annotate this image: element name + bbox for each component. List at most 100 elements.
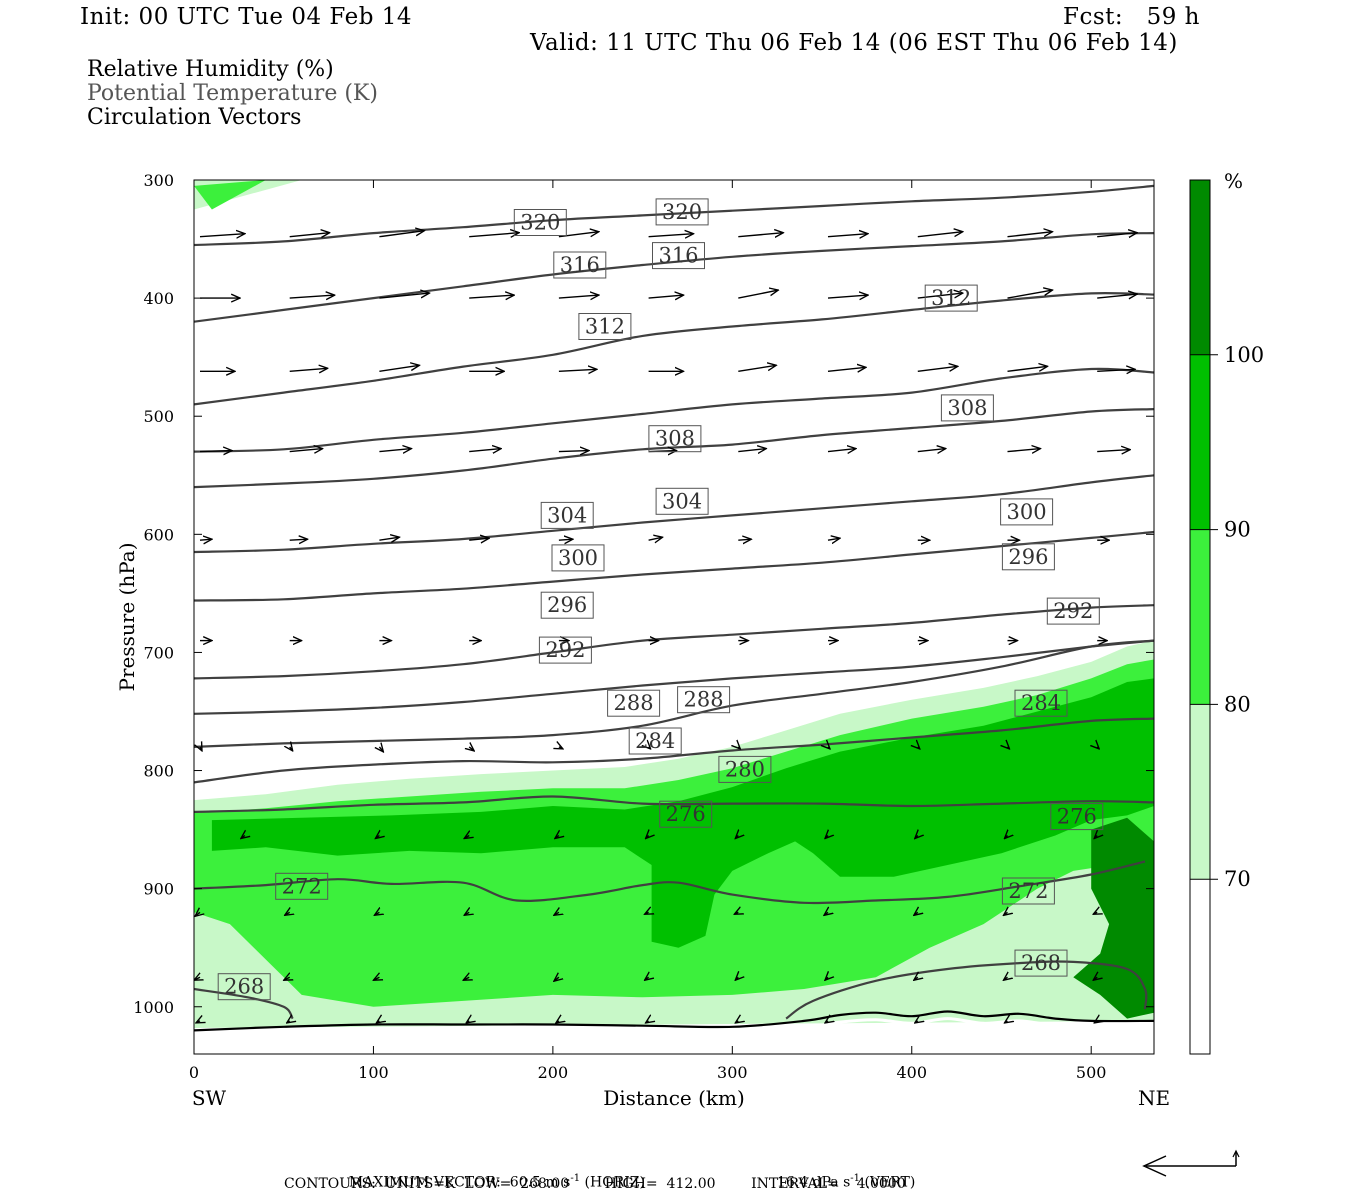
theta-label: 284	[1014, 689, 1068, 717]
theta-label-text: 284	[1021, 691, 1061, 715]
max-vert-line: 16.4 dPa s-1 (VERT)	[768, 1157, 915, 1191]
colorbar-unit: %	[1224, 169, 1243, 193]
circulation-vector	[199, 451, 232, 452]
circulation-vector	[1094, 1021, 1097, 1023]
circulation-vector	[241, 836, 245, 839]
circulation-vector	[469, 449, 501, 452]
legend-theta: Potential Temperature (K)	[87, 81, 378, 106]
valid-time: Valid: 11 UTC Thu 06 Feb 14 (06 EST Thu …	[530, 30, 1178, 56]
theta-label-box	[275, 872, 329, 900]
circulation-vector	[648, 295, 684, 298]
theta-label-text: 272	[1008, 879, 1048, 903]
theta-label-text: 320	[662, 200, 702, 224]
colorbar-label: 100	[1224, 343, 1264, 367]
max-vert-exp: -1	[850, 1173, 861, 1184]
theta-label-text: 316	[658, 244, 698, 268]
theta-label-text: 288	[684, 688, 724, 712]
horiz-tag: (HORIZ)	[584, 1174, 645, 1191]
y-tick-label: 300	[143, 171, 174, 190]
theta-label-text: 300	[558, 546, 598, 570]
circulation-vector	[1178, 540, 1186, 542]
circulation-vector	[825, 977, 828, 980]
axes: 300 400 500 600 700 800 900 1000 0 100 200 300 400 50…	[133, 171, 1154, 1082]
circulation-vector	[554, 912, 559, 915]
circulation-vector	[463, 977, 469, 980]
circulation-vector	[199, 234, 245, 237]
theta-label: 300	[551, 544, 605, 572]
legend-vectors: Circulation Vectors	[87, 105, 302, 130]
theta-label: 288	[677, 686, 731, 714]
circulation-vector	[825, 836, 828, 839]
theta-label-box	[655, 198, 709, 226]
colorbar-label: 90	[1224, 518, 1251, 542]
circulation-vector	[379, 293, 429, 299]
theta-contour-292	[194, 604, 1154, 680]
theta-label-box	[538, 636, 592, 664]
circulation-vector	[1093, 977, 1097, 980]
circulation-vector	[917, 232, 963, 238]
circulation-vector	[1007, 232, 1053, 238]
x-tick-label: 0	[189, 1063, 199, 1082]
circulation-vector	[290, 747, 293, 751]
theta-label-text: 276	[1057, 805, 1097, 829]
theta-label-text: 284	[635, 729, 675, 753]
theta-label-box	[1014, 949, 1068, 977]
circulation-vector	[559, 747, 563, 749]
x-tick-label: 300	[717, 1063, 748, 1082]
circulation-vector	[379, 537, 399, 540]
circulation-vector	[645, 912, 649, 914]
circulation-vector	[289, 368, 328, 371]
theta-label-box	[648, 425, 702, 453]
circulation-vector	[1007, 366, 1048, 372]
theta-label: 280	[718, 755, 772, 783]
vert-tag: (VERT)	[864, 1174, 916, 1191]
colorbar-segment	[1190, 180, 1210, 355]
circulation-vector	[734, 912, 738, 914]
theta-label-text: 320	[520, 211, 560, 235]
theta-label: 320	[513, 209, 567, 236]
max-horiz-exp: -1	[570, 1173, 581, 1184]
theta-label-box	[217, 973, 271, 1001]
circulation-vector	[558, 539, 573, 540]
theta-label-text: 296	[547, 593, 587, 617]
theta-label: 300	[1000, 498, 1054, 526]
theta-label: 288	[607, 689, 661, 717]
colorbar-segment	[1190, 529, 1210, 705]
theta-label-text: 308	[655, 427, 695, 451]
circulation-vector	[289, 295, 335, 298]
theta-contour-304	[194, 408, 1154, 489]
theta-label-text: 292	[1053, 599, 1093, 623]
circulation-vector	[287, 1021, 290, 1023]
circulation-vector	[373, 977, 379, 980]
x-axis-title: Distance (km)	[603, 1086, 745, 1110]
theta-label-text: 304	[662, 489, 702, 513]
circulation-vector	[379, 449, 411, 452]
circulation-vector	[738, 747, 740, 749]
circulation-vector	[918, 747, 920, 749]
theta-label-box	[659, 800, 713, 828]
circulation-vector	[1097, 369, 1135, 371]
y-tick-label: 700	[143, 643, 174, 662]
theta-contour-320	[194, 184, 1154, 247]
x-tick-label: 100	[358, 1063, 389, 1082]
theta-label: 268	[1014, 949, 1068, 977]
circulation-vector	[648, 234, 694, 237]
circulation-vector	[285, 912, 290, 915]
circulation-vector	[1007, 449, 1041, 452]
circulation-vector	[289, 449, 323, 452]
theta-label: 308	[648, 425, 702, 453]
theta-label-text: 288	[614, 691, 654, 715]
theta-label: 292	[1046, 597, 1100, 625]
theta-label: 272	[1001, 877, 1055, 905]
colorbar: 70 80 90 100	[1189, 179, 1264, 1055]
reference-vector-icon	[1142, 1149, 1240, 1177]
circulation-vector	[827, 538, 840, 540]
theta-label-box	[628, 727, 682, 755]
theta-label-text: 312	[931, 286, 971, 310]
max-vert: 16.4 dPa s	[776, 1174, 851, 1191]
theta-label-box	[1001, 877, 1055, 905]
theta-contour-308	[194, 367, 1154, 453]
theta-label: 268	[217, 973, 271, 1001]
